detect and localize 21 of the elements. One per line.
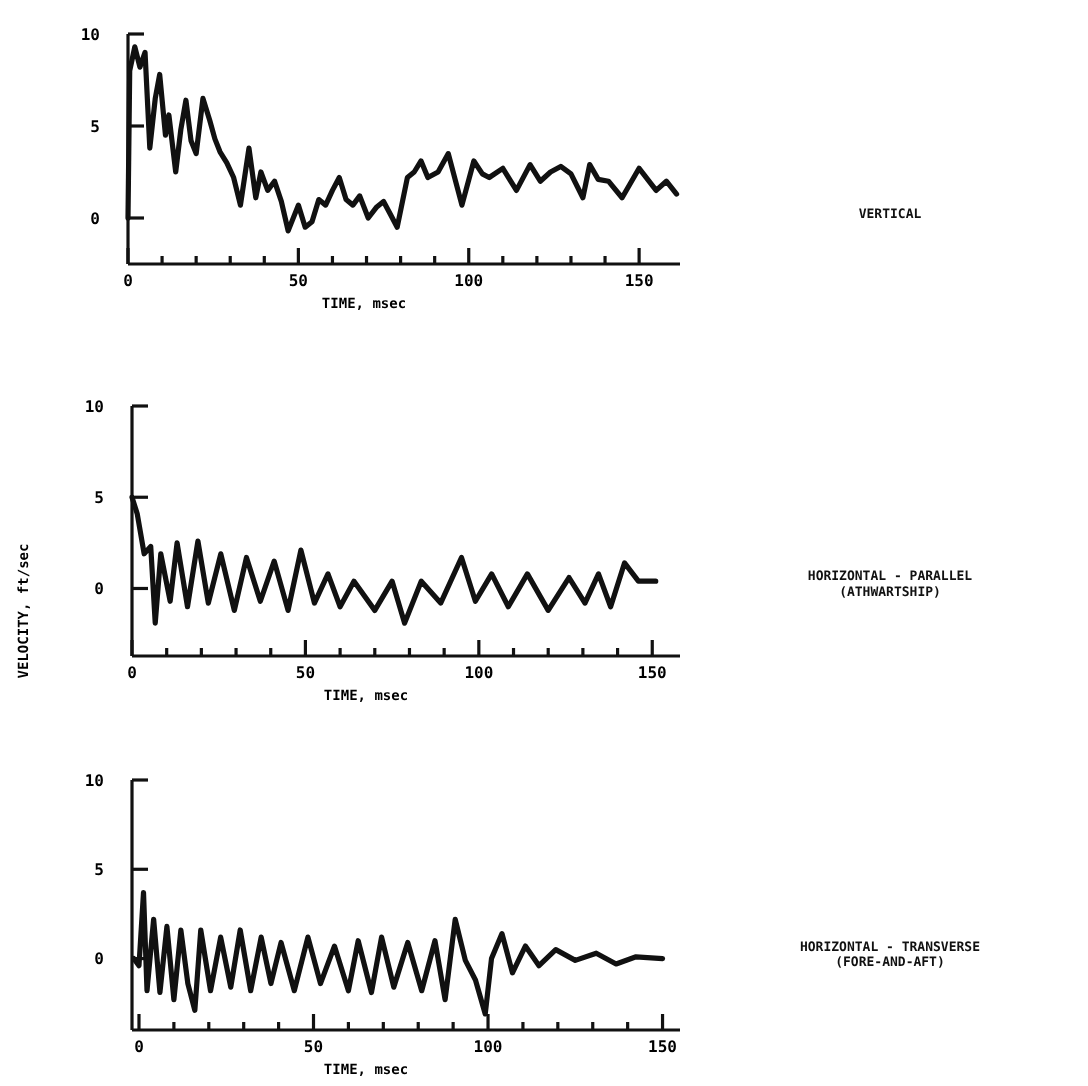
x-tick-label: 100 xyxy=(464,664,494,682)
x-tick-label: 150 xyxy=(637,664,668,682)
x-tick-label: 50 xyxy=(288,272,309,290)
y-tick-label: 5 xyxy=(90,117,101,136)
x-tick-label: 0 xyxy=(123,272,134,290)
y-tick-label: 5 xyxy=(94,488,105,507)
x-tick-label: 150 xyxy=(624,272,654,290)
y-tick-label: 0 xyxy=(94,580,105,599)
x-tick-label: 50 xyxy=(303,1038,324,1056)
y-tick-label: 10 xyxy=(80,25,101,44)
y-tick-label: 5 xyxy=(94,860,105,879)
y-tick-label: 10 xyxy=(84,771,105,790)
x-tick-label: 0 xyxy=(127,664,138,682)
y-tick-label: 0 xyxy=(94,950,105,969)
y-tick-label: 0 xyxy=(90,209,101,228)
x-tick-label: 150 xyxy=(648,1038,678,1056)
x-tick-label: 0 xyxy=(134,1038,145,1056)
x-tick-label: 100 xyxy=(473,1038,503,1056)
x-tick-label: 50 xyxy=(295,664,316,682)
x-tick-label: 100 xyxy=(454,272,484,290)
y-tick-label: 10 xyxy=(84,397,105,416)
